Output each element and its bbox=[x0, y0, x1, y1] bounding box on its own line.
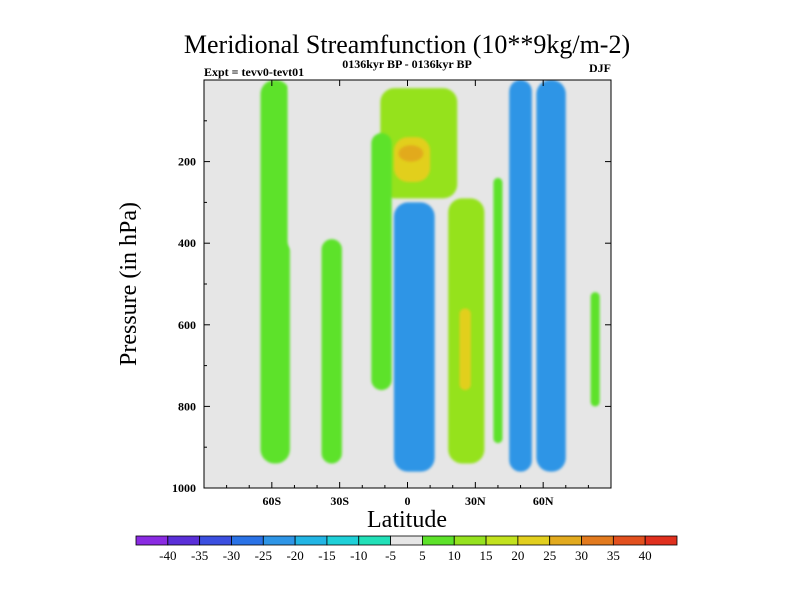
colorbar-swatch bbox=[167, 535, 201, 546]
colorbar-swatch bbox=[422, 535, 455, 546]
colorbar-swatch bbox=[549, 535, 582, 546]
colorbar-swatch bbox=[135, 535, 169, 546]
experiment-label: Expt = tevv0-tevt01 bbox=[204, 65, 304, 79]
y-axis-title: Pressure (in hPa) bbox=[116, 202, 142, 366]
green-column-35s bbox=[321, 239, 342, 464]
colorbar-label: 25 bbox=[543, 548, 556, 563]
colorbar-label: 10 bbox=[448, 548, 461, 563]
y-tick-label: 200 bbox=[178, 155, 196, 169]
colorbar-label: -5 bbox=[385, 548, 396, 563]
green-band-60s bbox=[260, 80, 290, 464]
x-axis-title: Latitude bbox=[367, 507, 447, 533]
blue-column-50n bbox=[509, 80, 532, 472]
colorbar-swatch bbox=[294, 535, 328, 546]
green-sliver-83n bbox=[590, 292, 600, 407]
y-tick-label: 1000 bbox=[172, 481, 196, 495]
blue-column-63n bbox=[536, 80, 566, 472]
cyan-column-55s bbox=[287, 80, 309, 252]
y-tick-label: 600 bbox=[178, 318, 196, 332]
colorbar-swatch bbox=[517, 535, 551, 546]
x-tick-label: 60S bbox=[262, 494, 281, 508]
colorbar-swatch bbox=[358, 535, 391, 546]
colorbar-swatch bbox=[199, 535, 232, 546]
colorbar-swatch bbox=[485, 535, 519, 546]
green-left-tongue bbox=[371, 133, 392, 391]
colorbar-label: -20 bbox=[286, 548, 303, 563]
chart-title: Meridional Streamfunction (10**9kg/m-2) bbox=[184, 30, 630, 59]
x-tick-label: 30S bbox=[330, 494, 349, 508]
colorbar-swatch bbox=[390, 535, 423, 546]
colorbar-label: 5 bbox=[419, 548, 426, 563]
x-tick-label: 30N bbox=[465, 494, 486, 508]
x-axis: 60S 30S 0 30N 60N bbox=[226, 80, 589, 508]
y-tick-label: 800 bbox=[178, 399, 196, 413]
colorbar-label: 15 bbox=[480, 548, 493, 563]
season-label: DJF bbox=[589, 61, 611, 75]
colorbar-swatch bbox=[262, 535, 296, 546]
y-tick-label: 400 bbox=[178, 236, 196, 250]
colorbar-swatch bbox=[453, 535, 487, 546]
colorbar-swatch bbox=[231, 535, 264, 546]
colorbar-swatch bbox=[581, 535, 614, 546]
green-tower-40n bbox=[493, 177, 503, 444]
colorbar-label: 35 bbox=[607, 548, 620, 563]
yellow-core-30n bbox=[459, 308, 471, 391]
colorbar-swatch bbox=[326, 535, 360, 546]
y-axis: 200 400 600 800 1000 bbox=[172, 120, 611, 495]
colorbar-label: -40 bbox=[159, 548, 176, 563]
colorbar-label: -10 bbox=[350, 548, 367, 563]
colorbar-label: -30 bbox=[223, 548, 240, 563]
period-label: 0136kyr BP - 0136kyr BP bbox=[342, 57, 472, 71]
colorbar-label: 30 bbox=[575, 548, 588, 563]
x-tick-label: 60N bbox=[533, 494, 554, 508]
colorbar-label: 40 bbox=[639, 548, 652, 563]
blue-cell-5n bbox=[393, 202, 435, 472]
contour-fields bbox=[260, 80, 600, 472]
colorbar-label: 20 bbox=[511, 548, 524, 563]
colorbar-swatch bbox=[644, 535, 678, 546]
colorbar: -40 -35 -30 -25 -20 -15 -10 -5 5 10 15 20 25 30 35 40 bbox=[135, 535, 678, 563]
colorbar-label: -25 bbox=[255, 548, 272, 563]
colorbar-label: -35 bbox=[191, 548, 208, 563]
orange-upper-core bbox=[398, 145, 424, 162]
colorbar-label: -15 bbox=[318, 548, 335, 563]
x-tick-label: 0 bbox=[405, 494, 411, 508]
colorbar-swatch bbox=[612, 535, 646, 546]
